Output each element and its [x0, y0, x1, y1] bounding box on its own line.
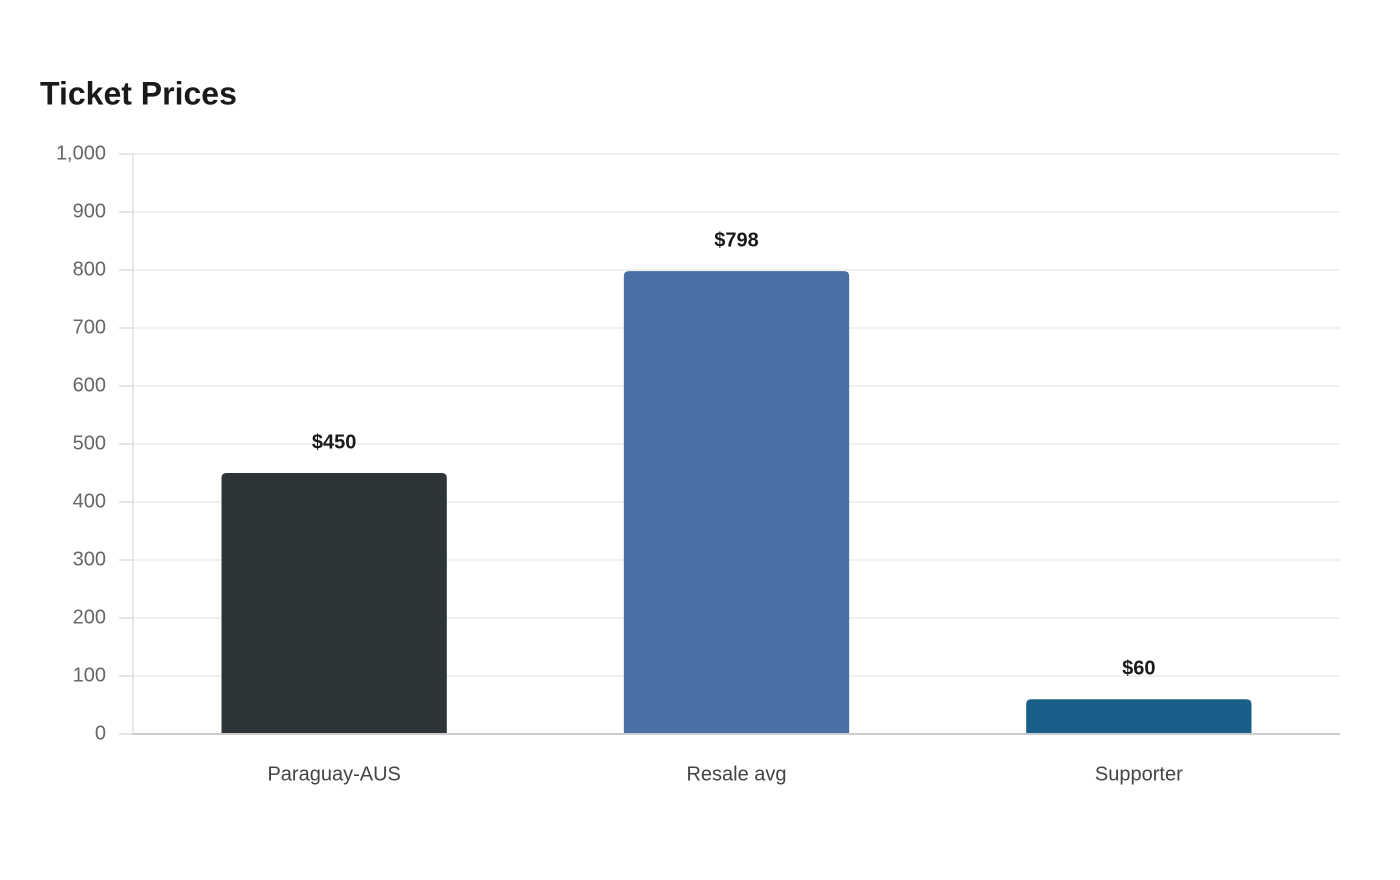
bar [1026, 699, 1252, 734]
y-tick-label: 200 [73, 606, 106, 628]
value-label: $450 [312, 431, 357, 453]
chart-title: Ticket Prices [40, 75, 237, 111]
y-tick-label: 800 [73, 258, 106, 280]
bar [221, 473, 447, 734]
y-tick-label: 500 [73, 432, 106, 454]
y-tick-label: 400 [73, 490, 106, 512]
y-tick-label: 700 [73, 316, 106, 338]
y-tick-label: 100 [73, 664, 106, 686]
x-tick-label: Supporter [1095, 763, 1183, 785]
bar [623, 271, 850, 734]
x-tick-label: Paraguay-AUS [267, 763, 400, 785]
x-tick-label: Resale avg [686, 763, 786, 785]
y-tick-label: 600 [73, 374, 106, 396]
y-tick-label: 0 [95, 722, 106, 744]
y-tick-label: 300 [73, 548, 106, 570]
value-label: $60 [1122, 657, 1155, 679]
y-tick-label: 1,000 [56, 142, 106, 164]
y-tick-label: 900 [73, 200, 106, 222]
value-label: $798 [714, 229, 759, 251]
